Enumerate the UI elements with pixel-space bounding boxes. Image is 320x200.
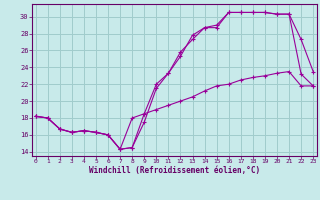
X-axis label: Windchill (Refroidissement éolien,°C): Windchill (Refroidissement éolien,°C) bbox=[89, 166, 260, 175]
